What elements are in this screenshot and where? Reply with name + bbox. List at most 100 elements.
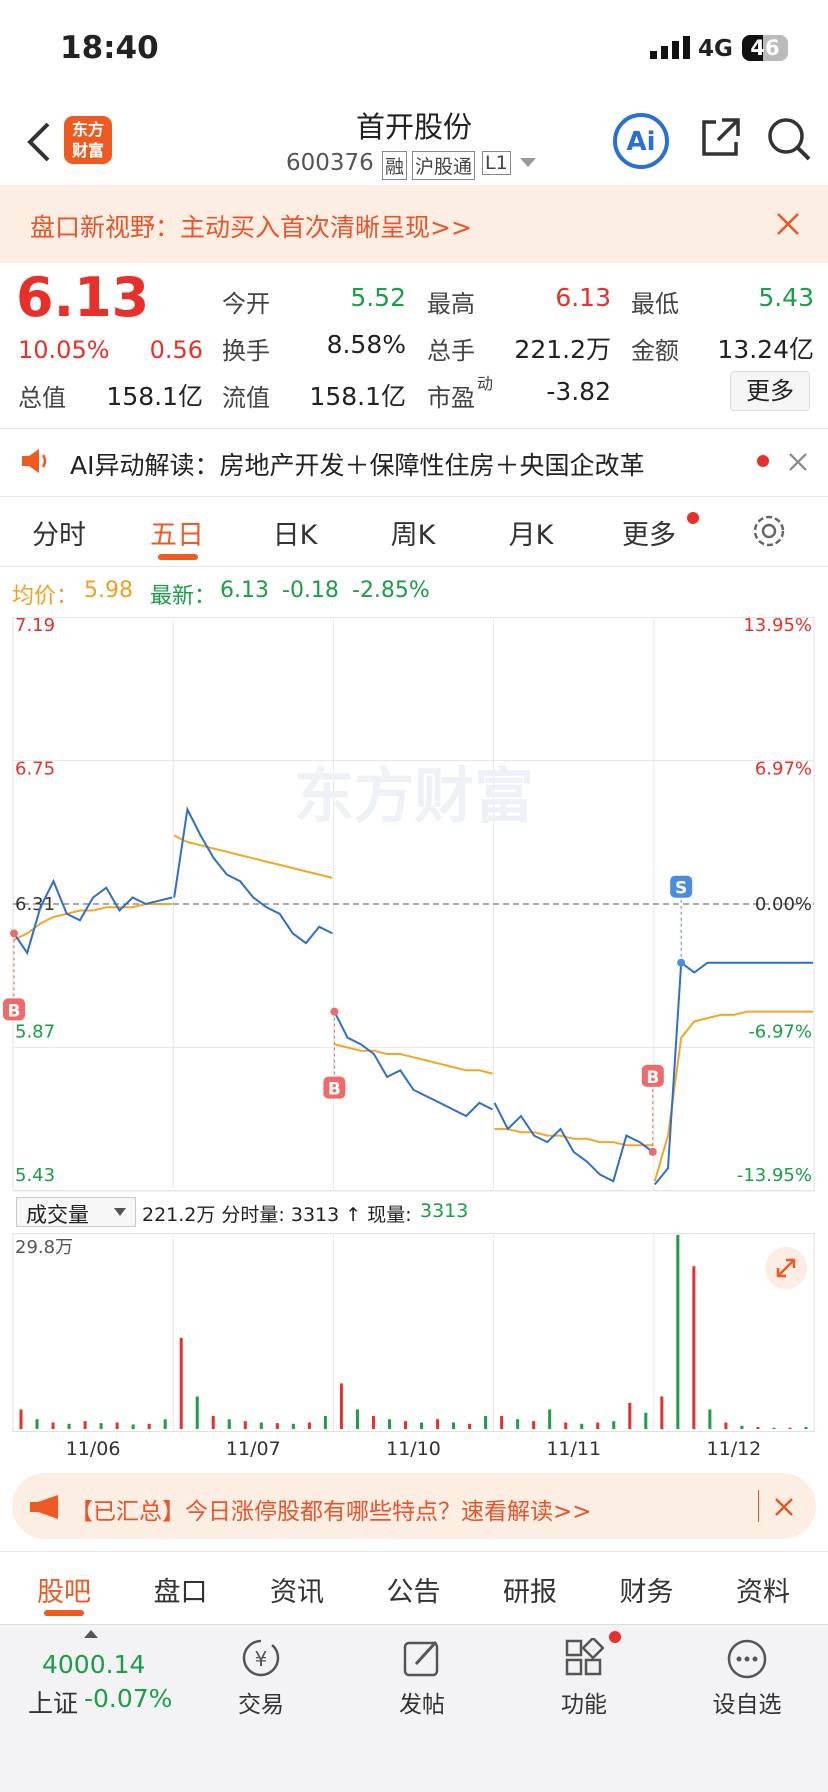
divider: [0, 428, 828, 429]
change-pct: 10.05%: [18, 336, 110, 364]
y-pct-label: 6.97%: [755, 759, 812, 780]
price-chart: 东方财富 7.19 13.95% 6.75 6.97% 6.31 0.00% 5.87 -6.9…: [3, 617, 815, 1192]
index-change[interactable]: -0.07%: [84, 1684, 173, 1713]
search-button[interactable]: [766, 116, 812, 162]
chart-tab[interactable]: 五日: [150, 520, 204, 551]
more-button[interactable]: 更多: [730, 371, 810, 411]
volume-bar: [211, 1415, 215, 1429]
price-line: [493, 1102, 654, 1183]
info-tab[interactable]: 财务: [619, 1577, 674, 1608]
selector-arrow[interactable]: [114, 1208, 126, 1216]
volume-frame: [12, 1233, 815, 1432]
volume-bar: [740, 1425, 744, 1429]
volume-text: 221.2万 分时量: 3313 ↑ 现量:: [142, 1204, 412, 1226]
avg-line: [494, 1128, 653, 1147]
chart-tab[interactable]: 月K: [508, 520, 554, 551]
stock-title: 首开股份: [355, 110, 472, 144]
nav-item[interactable]: 发帖: [399, 1692, 445, 1718]
marker-label: B: [646, 1068, 659, 1088]
volume-bar: [724, 1422, 728, 1429]
watermark: 东方财富: [294, 762, 534, 832]
volume-bar: [339, 1383, 343, 1429]
marker-label: S: [675, 879, 687, 899]
y-tick-label: 6.31: [15, 894, 55, 915]
tab-underline: [158, 554, 198, 560]
chart-tab[interactable]: 更多: [622, 520, 676, 551]
index-name[interactable]: 上证: [28, 1689, 79, 1718]
marker-dot: [648, 1147, 657, 1156]
banner-close[interactable]: [776, 212, 800, 236]
y-pct-label: 13.95%: [743, 617, 812, 636]
chart-tab[interactable]: 周K: [390, 520, 436, 551]
settings-button[interactable]: [752, 514, 786, 548]
share-button[interactable]: [698, 116, 742, 160]
field-label: 今开: [222, 290, 270, 318]
y-tick-label: 5.87: [15, 1022, 55, 1043]
volume-bar: [580, 1423, 584, 1429]
banner[interactable]: [0, 185, 828, 263]
volume-selector-box[interactable]: [16, 1197, 136, 1227]
red-dot: [687, 512, 699, 524]
volume-selector[interactable]: 成交量: [26, 1203, 89, 1227]
ad-close[interactable]: [774, 1497, 794, 1517]
volume-bar: [772, 1427, 776, 1429]
info-tab[interactable]: 资讯: [270, 1577, 324, 1608]
volume-bar: [307, 1422, 311, 1429]
avg-value: 5.98: [84, 578, 133, 603]
watchlist-icon[interactable]: [726, 1638, 768, 1680]
info-tab[interactable]: 公告: [386, 1577, 441, 1608]
chart-tab[interactable]: 分时: [32, 520, 86, 551]
field-label: 总手: [427, 337, 475, 365]
marker-dot: [10, 929, 18, 938]
field-value: 5.43: [758, 283, 814, 312]
info-tab[interactable]: 盘口: [153, 1577, 208, 1608]
volume-bar: [227, 1419, 231, 1429]
bottom-nav: [0, 1624, 828, 1792]
trade-icon[interactable]: ¥: [240, 1638, 282, 1678]
back-button[interactable]: [26, 120, 54, 164]
ai-text[interactable]: AI异动解读：房地产开发＋保障性住房＋央国企改革: [70, 451, 645, 480]
info-tab[interactable]: 股吧: [37, 1577, 91, 1608]
signal-icon: [650, 36, 690, 59]
volume-bar: [756, 1427, 760, 1429]
info-tab[interactable]: 资料: [736, 1577, 790, 1608]
divider: [0, 566, 828, 567]
tag: L1: [482, 151, 511, 175]
field-label: 最高: [427, 290, 475, 318]
x-tick-label: 11/12: [707, 1438, 762, 1460]
banner-text[interactable]: 盘口新视野：主动买入首次清晰呈现>>: [30, 213, 472, 242]
ad-banner[interactable]: [12, 1473, 816, 1539]
marker-box: [641, 1064, 664, 1087]
y-pct-label: -6.97%: [748, 1022, 812, 1043]
ad-divider: [758, 1490, 759, 1522]
info-tab[interactable]: 研报: [503, 1577, 557, 1608]
volume-bar: [355, 1409, 359, 1429]
field-value: 158.1亿: [309, 382, 406, 411]
marker-box: [670, 875, 693, 898]
volume-bar: [67, 1423, 71, 1429]
dropdown-arrow[interactable]: [520, 158, 536, 168]
function-icon[interactable]: [564, 1638, 604, 1678]
latest-change: -0.18: [282, 578, 339, 603]
post-icon[interactable]: [402, 1638, 442, 1678]
nav-item[interactable]: 设自选: [712, 1692, 782, 1718]
field-label: 总值: [18, 384, 66, 412]
volume-bar: [612, 1421, 616, 1429]
tag: 沪股通: [412, 151, 476, 180]
ai-button[interactable]: Ai: [612, 112, 670, 170]
expand-button[interactable]: [764, 1246, 808, 1290]
chart-tab[interactable]: 日K: [272, 520, 318, 551]
volume-bar: [195, 1396, 199, 1429]
y-tick-label: 5.43: [15, 1165, 55, 1186]
field-label: 市盈: [427, 384, 475, 412]
nav-item[interactable]: 功能: [561, 1692, 607, 1718]
nav-item[interactable]: 交易: [238, 1692, 284, 1718]
ai-close[interactable]: [788, 452, 808, 472]
x-tick-label: 11/10: [386, 1438, 441, 1460]
volume-bar: [708, 1409, 712, 1429]
ad-text[interactable]: 【已汇总】今日涨停股都有哪些特点？速看解读>>: [70, 1499, 592, 1525]
x-tick-label: 11/06: [66, 1438, 121, 1460]
index-value[interactable]: 4000.14: [42, 1650, 146, 1679]
field-value: 8.58%: [326, 330, 406, 359]
volume-bar: [83, 1421, 87, 1429]
